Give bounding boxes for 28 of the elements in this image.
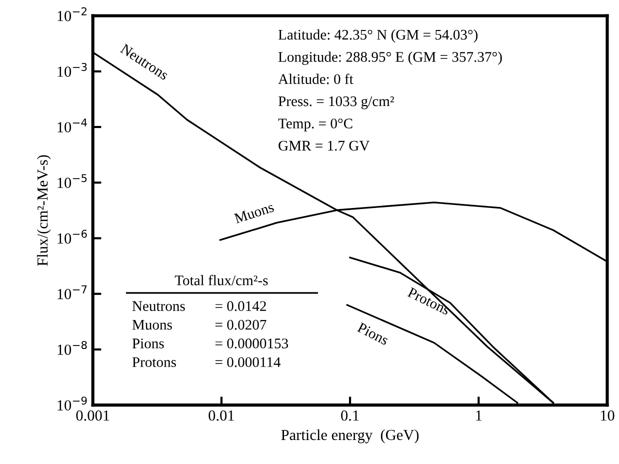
y-tick-label: 10$^{−5}$ — [58, 174, 87, 188]
x-tick-label: 0.01 — [208, 410, 234, 421]
y-tick-label: 10$^{−6}$ — [58, 230, 87, 244]
text: Pions — [356, 322, 390, 346]
x-axis-title: Particle energy (GeV) — [281, 429, 419, 444]
y-tick-label: 10$^{−3}$ — [58, 62, 87, 77]
annotation: Altitude: 0 ft — [278, 74, 354, 84]
annotation: Total flux/cm²-s — [174, 274, 268, 286]
x-tick-label: 0.1 — [341, 410, 359, 421]
annotation: Press. = 1033 g/cm² — [278, 96, 394, 110]
x-tick-label: 10 — [600, 410, 614, 421]
y-tick-label: 10$^{−8}$ — [58, 340, 87, 355]
text: Protons = 0.000114 — [132, 357, 281, 368]
annotation: Latitude: 42.35° N (GM = 54.03°) — [278, 29, 478, 43]
x-tick-label: 0.001 — [76, 410, 110, 421]
y-tick-label: 10$^{−9}$ — [58, 396, 87, 411]
y-axis-title: Flux/(cm²-MeV-s) — [36, 155, 51, 266]
text: Neutrons = 0.0142 — [132, 301, 266, 312]
x-tick-label: 1 — [476, 410, 482, 421]
y-tick-label: 10$^{−7}$ — [58, 285, 87, 300]
annotation: Temp. = 0°C — [278, 118, 352, 132]
text: Pions = 0.0000153 — [132, 338, 288, 348]
y-tick-label: 10$^{−4}$ — [58, 118, 87, 132]
annotation: Longitude: 288.95° E (GM = 357.37°) — [278, 52, 502, 65]
text: Muons — [234, 202, 274, 224]
text: Muons = 0.0207 — [132, 320, 266, 330]
annotation: GMR = 1.7 GV — [278, 140, 370, 151]
y-tick-label: 10$^{−2}$ — [58, 7, 86, 22]
